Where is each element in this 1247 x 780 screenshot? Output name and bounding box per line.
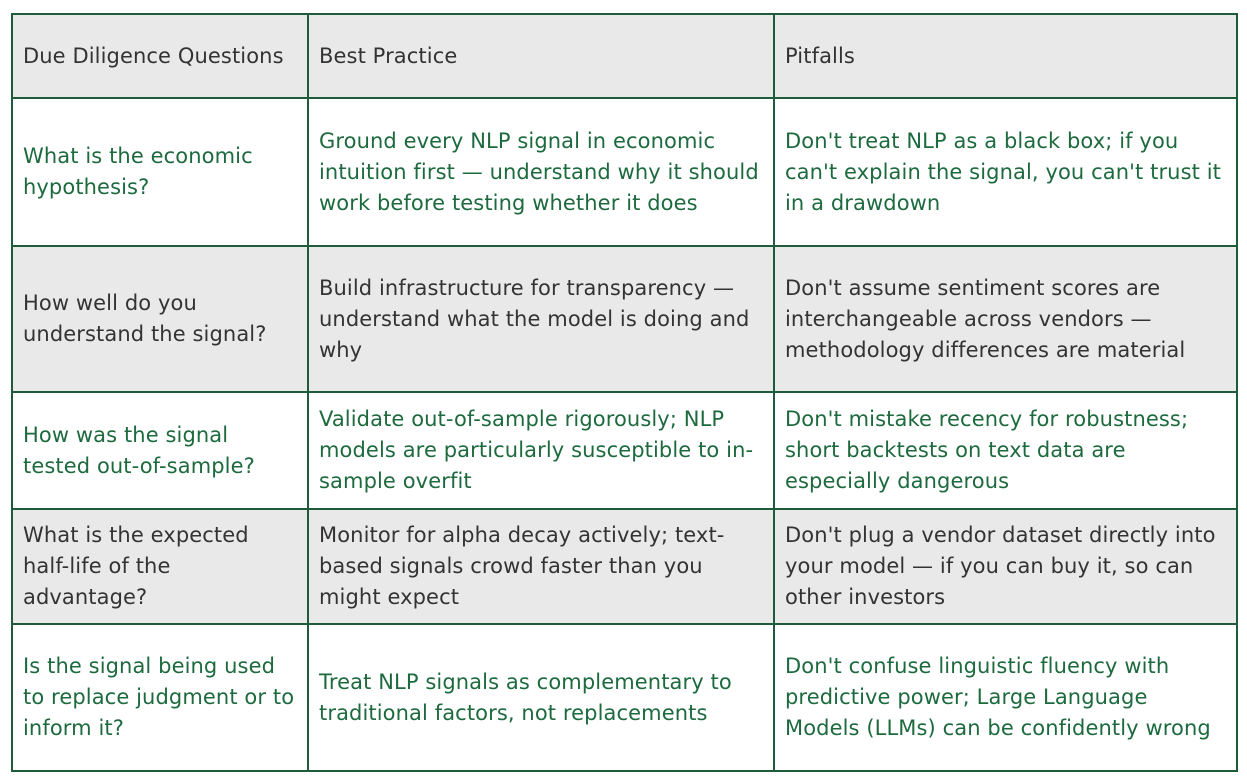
table-row: What is the economic hypothesis? Ground e… bbox=[11, 97, 1238, 247]
table-row: What is the expected half-life of the ad… bbox=[11, 508, 1238, 625]
table-cell: How was the signal tested out-of-sample? bbox=[11, 391, 309, 510]
table-cell: Don't confuse linguistic fluency with pr… bbox=[773, 623, 1238, 772]
table-row: How was the signal tested out-of-sample?… bbox=[11, 391, 1238, 510]
table-cell: What is the expected half-life of the ad… bbox=[11, 508, 309, 625]
table-cell: Don't mistake recency for robustness; sh… bbox=[773, 391, 1238, 510]
table-cell: Don't assume sentiment scores are interc… bbox=[773, 245, 1238, 393]
table-cell: Don't plug a vendor dataset directly int… bbox=[773, 508, 1238, 625]
table-cell: Build infrastructure for transparency —u… bbox=[307, 245, 775, 393]
table-cell: What is the economic hypothesis? bbox=[11, 97, 309, 247]
diligence-table: Due Diligence Questions Best Practice Pitf… bbox=[11, 13, 1238, 772]
header-cell: Due Diligence Questions bbox=[11, 13, 309, 99]
table-cell: Validate out-of-sample rigorously; NLP m… bbox=[307, 391, 775, 510]
header-cell: Best Practice bbox=[307, 13, 775, 99]
table-cell: Is the signal being used to replace judg… bbox=[11, 623, 309, 772]
table-cell: Monitor for alpha decay actively; text-b… bbox=[307, 508, 775, 625]
table-cell: Treat NLP signals as complementary to tr… bbox=[307, 623, 775, 772]
header-cell: Pitfalls bbox=[773, 13, 1238, 99]
table-cell: How well do you understand the signal? bbox=[11, 245, 309, 393]
table-cell: Ground every NLP signal in economic intu… bbox=[307, 97, 775, 247]
table-row: How well do you understand the signal? Bu… bbox=[11, 245, 1238, 393]
table-row: Is the signal being used to replace judg… bbox=[11, 623, 1238, 772]
header-row: Due Diligence Questions Best Practice Pitf… bbox=[11, 13, 1238, 99]
table-cell: Don't treat NLP as a black box; if you c… bbox=[773, 97, 1238, 247]
